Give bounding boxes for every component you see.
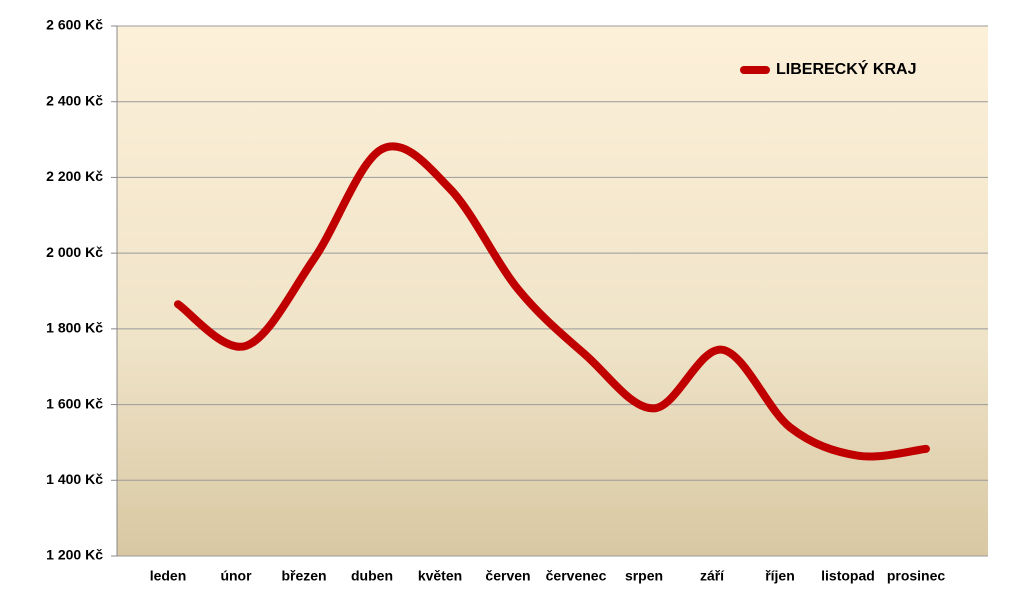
y-tick-label: 2 200 Kč (46, 168, 103, 184)
x-tick-label: prosinec (887, 568, 946, 584)
y-tick-label: 1 400 Kč (46, 471, 103, 487)
y-tick-label: 2 600 Kč (46, 17, 103, 33)
x-tick-label: červen (485, 568, 530, 584)
x-tick-label: duben (351, 568, 393, 584)
x-tick-label: květen (418, 568, 462, 584)
x-tick-label: listopad (821, 568, 875, 584)
x-tick-label: červenec (546, 568, 607, 584)
y-tick-label: 2 400 Kč (46, 92, 103, 108)
x-tick-label: srpen (625, 568, 663, 584)
x-tick-label: únor (220, 568, 252, 584)
x-tick-label: březen (281, 568, 326, 584)
y-tick-label: 1 200 Kč (46, 547, 103, 563)
x-tick-label: září (700, 568, 725, 584)
line (174, 142, 930, 461)
y-tick-label: 1 600 Kč (46, 395, 103, 411)
y-tick-label: 2 000 Kč (46, 244, 103, 260)
x-tick-label: leden (150, 568, 187, 584)
legend-label: LIBERECKÝ KRAJ (776, 59, 916, 78)
y-tick-label: 1 800 Kč (46, 320, 103, 336)
plot-area (117, 26, 988, 556)
x-tick-label: říjen (765, 568, 795, 584)
